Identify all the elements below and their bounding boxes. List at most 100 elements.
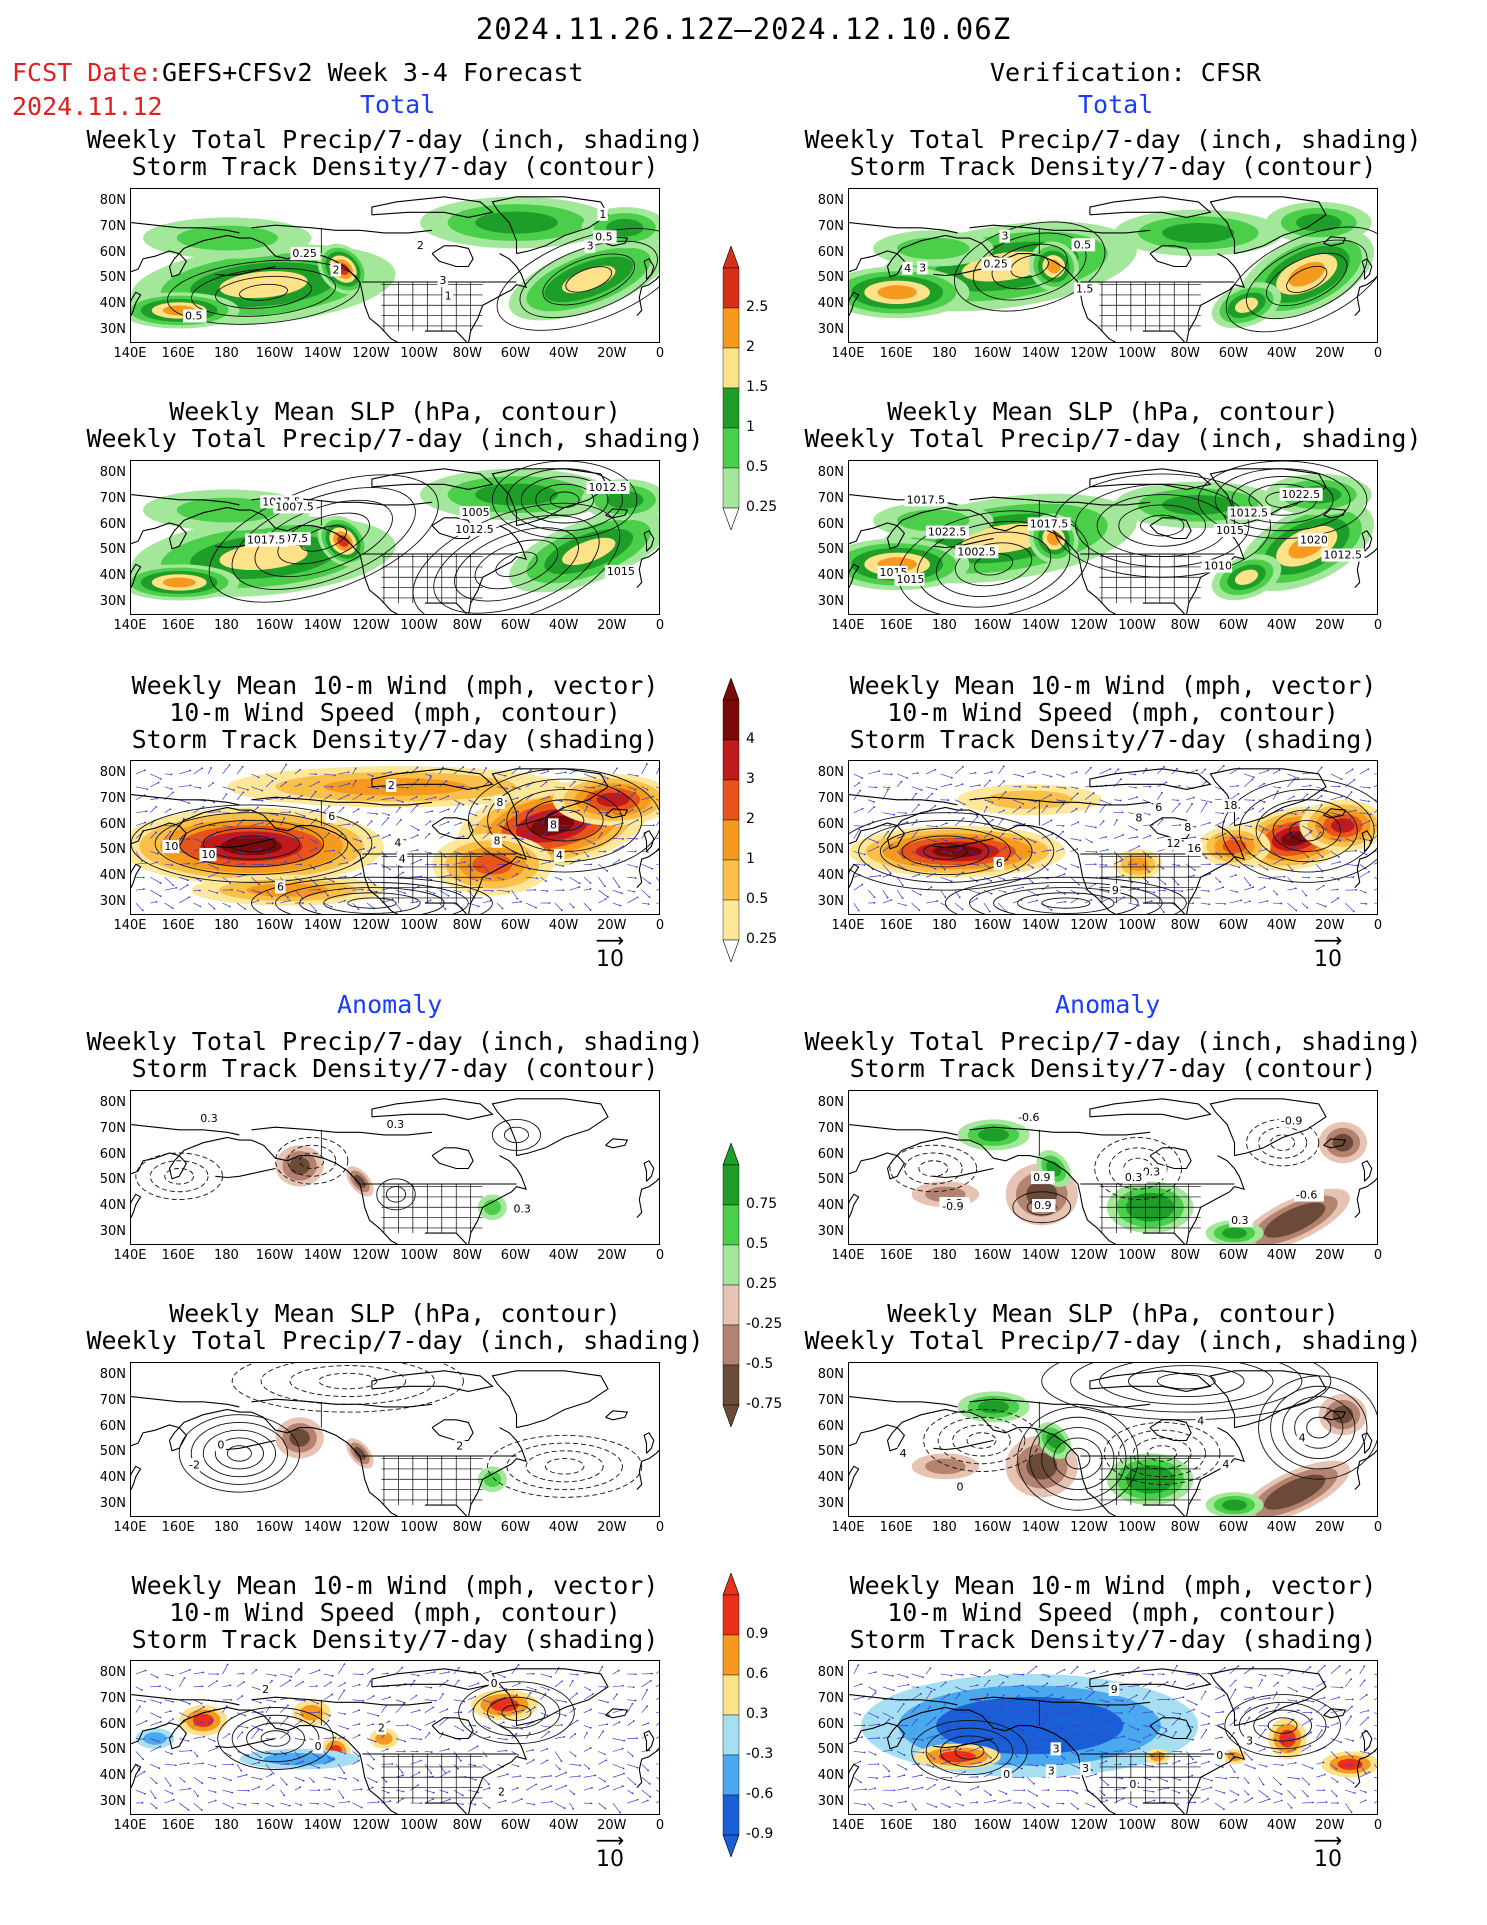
panel-title: Weekly Total Precip/7-day (inch, shading…: [45, 1028, 745, 1082]
vector-arrow-icon: ⟶: [595, 928, 625, 952]
lon-tick-label: 160W: [255, 618, 294, 633]
contour-label: 0: [491, 1677, 498, 1690]
lon-tick-label: 60W: [1218, 1520, 1249, 1535]
lat-tick-label: 70N: [99, 790, 126, 806]
colorbar-swatch: [722, 1284, 740, 1326]
lon-tick-label: 140W: [303, 1520, 342, 1535]
lat-tick-label: 60N: [99, 1418, 126, 1434]
lat-tick-label: 50N: [817, 1742, 844, 1758]
colorbar-swatch: [722, 859, 740, 901]
lon-tick-label: 60W: [500, 346, 531, 361]
panel-title-line: Weekly Total Precip/7-day (inch, shading…: [804, 424, 1422, 453]
lon-tick-label: 100W: [1118, 1520, 1156, 1535]
map-panel-p4r: -0.9-0.3-0.60.9-0.90.90.3-0.3-0.60.3: [848, 1090, 1378, 1245]
map-panel-p6r: 3 0 0 0 3 9 3 3: [848, 1660, 1378, 1815]
lon-tick-label: 80W: [1170, 1520, 1200, 1535]
panel-title-line: Storm Track Density/7-day (shading): [131, 1625, 659, 1654]
contour-label: 2: [417, 239, 424, 252]
lon-tick-label: 140W: [1021, 918, 1060, 933]
map-panel-p4l: 0.3 0.3 0.3: [130, 1090, 660, 1245]
lon-tick-label: 180: [931, 618, 957, 633]
panel-title-line: Weekly Total Precip/7-day (inch, shading…: [804, 125, 1422, 154]
lon-tick-label: 120W: [352, 918, 390, 933]
contour-label: 18: [1224, 799, 1238, 812]
colorbar-label: 0.25: [746, 931, 778, 947]
contour-label: 1002.5: [957, 545, 996, 558]
contour-label: -2: [189, 1458, 200, 1471]
lon-tick-label: 60W: [500, 918, 531, 933]
colorbar-swatch: [722, 1634, 740, 1676]
colorbar-label: -0.5: [746, 1356, 774, 1372]
lon-tick-label: 40W: [548, 618, 579, 633]
contour-label: 16: [1187, 842, 1201, 855]
lon-tick-label: 160W: [973, 1248, 1012, 1263]
lon-tick-label: 160W: [973, 1818, 1012, 1833]
lat-tick-label: 80N: [99, 1366, 126, 1382]
colorbar-label: 0.25: [746, 1276, 778, 1292]
lat-tick-label: 50N: [99, 1172, 126, 1188]
contour-label: 4: [900, 1447, 907, 1460]
lon-tick-label: 140E: [831, 1818, 865, 1833]
contour-label: -0.6: [1018, 1111, 1039, 1124]
colorbar-swatch: [722, 1324, 740, 1366]
lon-tick-label: 0: [655, 918, 665, 933]
lon-tick-label: 160E: [161, 1248, 195, 1263]
colorbar-swatch: [722, 1244, 740, 1286]
lat-tick-label: 80N: [817, 1094, 844, 1110]
lon-tick-label: 20W: [1315, 346, 1345, 361]
lon-tick-label: 160E: [879, 1818, 913, 1833]
colorbar-label: 0.5: [746, 1236, 769, 1252]
lon-tick-label: 180: [931, 1248, 957, 1263]
panel-title-line: Weekly Mean SLP (hPa, contour): [169, 397, 621, 426]
panel-title: Weekly Mean 10-m Wind (mph, vector) 10-m …: [763, 672, 1463, 753]
lon-tick-label: 80W: [452, 1248, 482, 1263]
lat-tick-label: 50N: [817, 270, 844, 286]
lon-tick-label: 0: [1373, 918, 1383, 933]
lon-tick-label: 100W: [400, 1248, 438, 1263]
colorbar-swatch: [722, 899, 740, 941]
lon-tick-label: 60W: [1218, 618, 1249, 633]
contour-label: 10: [164, 840, 178, 853]
lon-tick-label: 100W: [1118, 618, 1156, 633]
lon-tick-label: 160E: [161, 1818, 195, 1833]
colorbar-label: 2: [746, 811, 755, 827]
lon-tick-label: 180: [213, 1248, 239, 1263]
lon-tick-label: 60W: [500, 618, 531, 633]
lon-tick-label: 20W: [597, 346, 627, 361]
vector-reference: ⟶ 10: [1298, 1830, 1358, 1872]
lon-tick-label: 140E: [113, 618, 147, 633]
lon-tick-label: 140E: [831, 1520, 865, 1535]
contour-label: 1017.5: [907, 493, 946, 506]
lon-tick-label: 40W: [1266, 1248, 1297, 1263]
map-panel-p1r: 4 0.5 1.5 0.25 3 3: [848, 188, 1378, 343]
lat-tick-label: 60N: [817, 816, 844, 832]
contour-label: 1005: [462, 506, 490, 519]
contour-label: 0.9: [1033, 1171, 1051, 1184]
lon-tick-label: 180: [213, 918, 239, 933]
panel-title-line: Weekly Mean 10-m Wind (mph, vector): [849, 1571, 1377, 1600]
lat-tick-label: 80N: [99, 764, 126, 780]
contour-label: 0: [956, 1480, 963, 1493]
lon-tick-label: 0: [655, 1818, 665, 1833]
lon-tick-label: 60W: [1218, 346, 1249, 361]
lat-tick-label: 70N: [817, 218, 844, 234]
contour-label: 0.5: [1074, 238, 1092, 251]
lon-tick-label: 180: [213, 346, 239, 361]
lon-tick-label: 120W: [1070, 346, 1108, 361]
contour-label: 4: [394, 837, 401, 850]
lon-tick-label: 80W: [452, 346, 482, 361]
contour-label: 1022.5: [928, 526, 967, 539]
colorbar-label: 4: [746, 731, 755, 747]
contour-label: 3: [1082, 1762, 1089, 1775]
contour-label: 0: [217, 1439, 224, 1452]
vector-reference: ⟶ 10: [1298, 930, 1358, 972]
lon-tick-label: 140W: [1021, 1818, 1060, 1833]
panel-title: Weekly Mean SLP (hPa, contour) Weekly Tot…: [45, 1300, 745, 1354]
contour-label: 1012.5: [1324, 549, 1363, 562]
lon-tick-label: 0: [1373, 1248, 1383, 1263]
lon-tick-label: 100W: [400, 1520, 438, 1535]
lon-tick-label: 60W: [1218, 918, 1249, 933]
contour-label: 8: [550, 818, 557, 831]
lon-tick-label: 160W: [255, 346, 294, 361]
colorbar-anom-storm: [722, 1572, 740, 1861]
